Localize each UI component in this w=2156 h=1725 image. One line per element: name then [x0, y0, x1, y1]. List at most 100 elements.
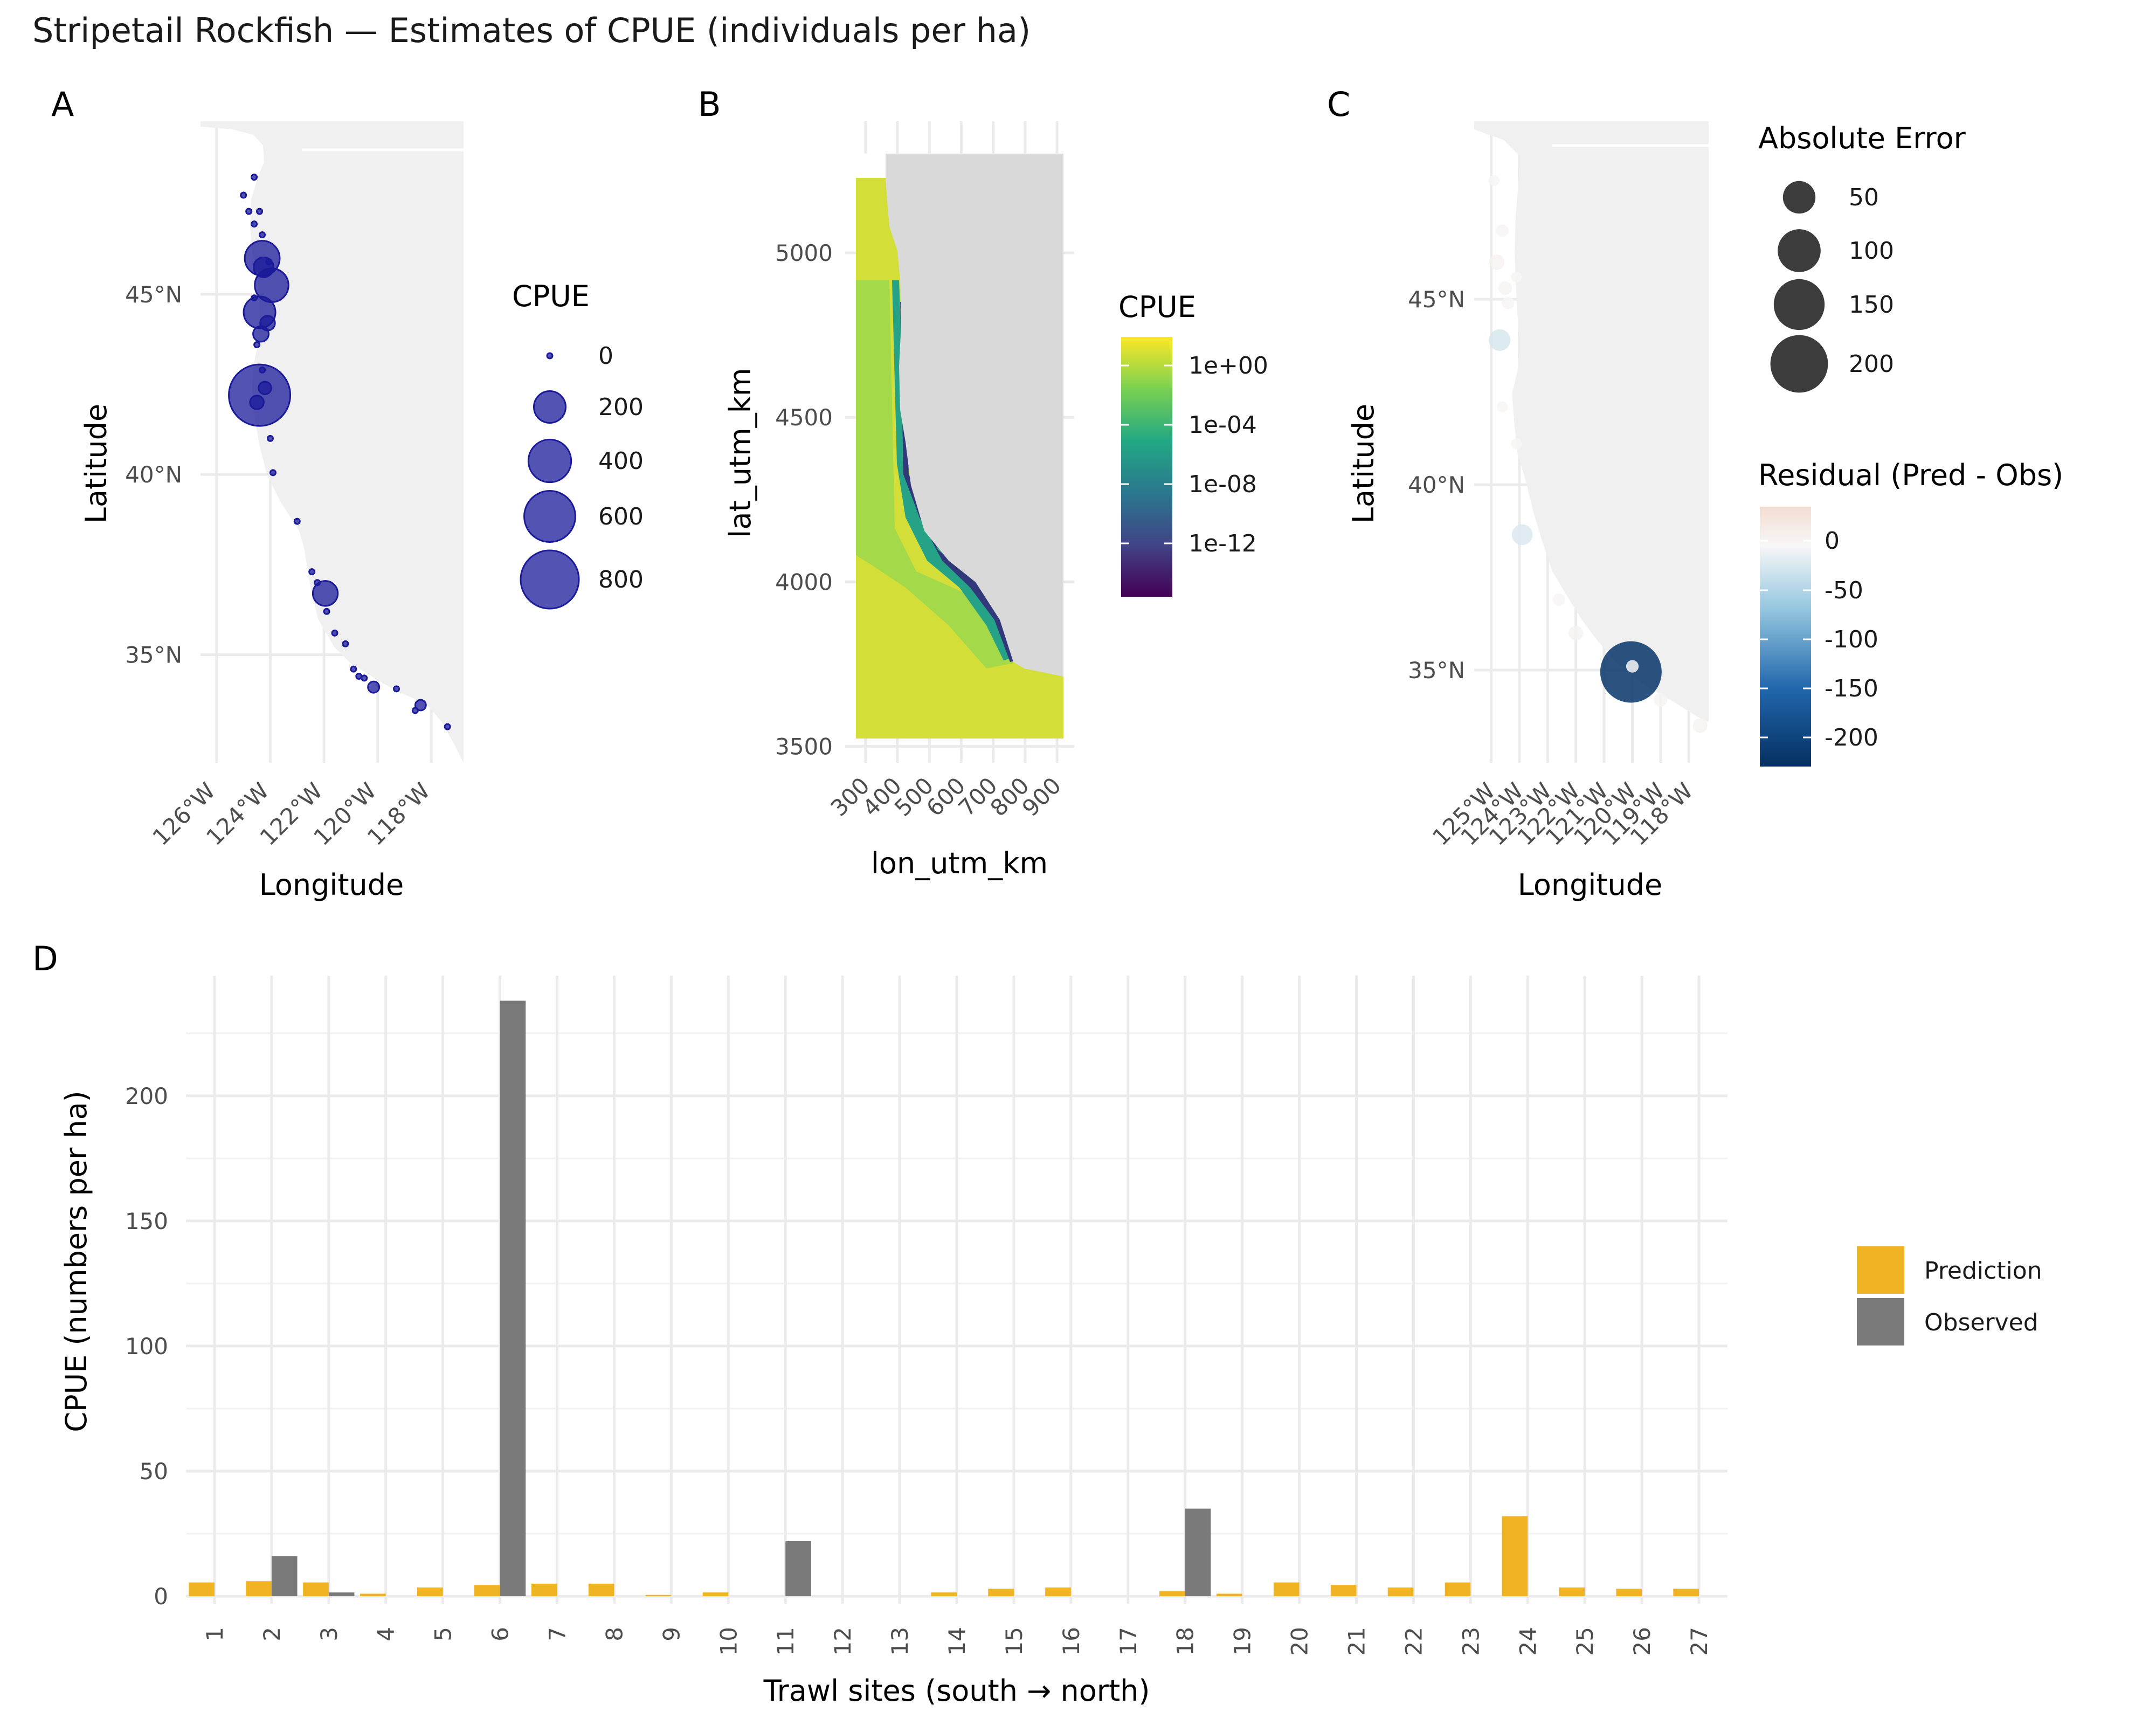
panel-d-legend-label: Prediction [1924, 1257, 2042, 1285]
panel-b-colorbar-label: 1e-04 [1188, 411, 1257, 439]
panel-a-legend-key [520, 549, 580, 610]
panel-d-bar-prediction [1502, 1516, 1528, 1597]
panel-a-point [312, 580, 339, 607]
panel-c-size-legend-label: 100 [1849, 237, 1894, 265]
panel-b-raster-gap [856, 154, 886, 178]
panel-a-legend-title: CPUE [512, 279, 590, 313]
panel-d-x-tick-label: 4 [373, 1627, 399, 1641]
panel-d-bar-observed [328, 1592, 355, 1597]
panel-c-size-legend-title: Absolute Error [1758, 121, 1966, 155]
panel-d-legend-swatch [1857, 1246, 1904, 1294]
panel-d-bar-prediction [417, 1587, 443, 1597]
panel-a-legend-label: 600 [598, 503, 644, 530]
panel-c-colorbar [1760, 507, 1811, 767]
panel-b-y-ticks: 3500 4000 4500 5000 [775, 240, 833, 760]
panel-a-point [228, 363, 292, 427]
panel-d-bars [189, 1000, 1699, 1597]
panel-a-legend-keys: 0 200 400 600 800 [520, 342, 644, 610]
panel-c-size-legend-keys: 50 100 150 200 [1770, 181, 1894, 393]
panel-b-colorbar-label: 1e-08 [1188, 471, 1257, 498]
figure-title: Stripetail Rockfish — Estimates of CPUE … [32, 11, 1031, 50]
panel-c-tag: C [1327, 85, 1350, 124]
panel-a-point [293, 518, 301, 525]
panel-a-point [342, 640, 349, 647]
panel-d-x-tick-label: 23 [1457, 1627, 1484, 1655]
panel-d-x-tick-label: 1 [202, 1627, 228, 1641]
panel-d-x-tick-label: 26 [1629, 1627, 1655, 1655]
panel-c-point [1626, 660, 1639, 673]
panel-a-point [259, 315, 276, 332]
panel-a-point [269, 469, 277, 477]
panel-a-xlabel: Longitude [259, 868, 404, 902]
panel-b-raster [856, 154, 1063, 739]
panel-b-y-tick-label: 4000 [775, 569, 833, 595]
panel-d-bar-prediction [702, 1592, 729, 1597]
panel-a-point [393, 685, 400, 693]
panel-b-legend: CPUE 1e+00 1e-04 1e-08 1e-12 [1118, 290, 1268, 597]
panel-a-point [259, 231, 266, 239]
panel-a-legend-label: 800 [598, 566, 644, 594]
panel-b-y-tick-label: 5000 [775, 240, 833, 266]
panel-b-legend-title: CPUE [1118, 290, 1196, 324]
panel-c-point [1511, 438, 1522, 450]
panel-d-bar-prediction [1045, 1587, 1071, 1597]
panel-d-x-tick-label: 24 [1515, 1627, 1541, 1655]
panel-d-x-tick-label: 14 [944, 1627, 970, 1655]
panel-d-bar-prediction [189, 1582, 215, 1597]
panel-d-bar-prediction [474, 1585, 500, 1597]
panel-a-legend-key [533, 390, 567, 424]
panel-c-point [1552, 593, 1565, 606]
panel-c-point [1488, 175, 1499, 187]
panel-d-bar-prediction [1673, 1589, 1699, 1597]
panel-a-tag: A [51, 85, 74, 124]
panel-d-x-tick-label: 7 [544, 1627, 571, 1641]
panel-c-xlabel: Longitude [1518, 868, 1663, 902]
panel-c-point [1498, 281, 1512, 295]
panel-a-ylabel: Latitude [79, 404, 113, 523]
panel-d-ylabel: CPUE (numbers per ha) [59, 1091, 93, 1432]
panel-a-points [228, 174, 451, 730]
panel-a-point [240, 191, 247, 199]
panel-d-bar-prediction [1616, 1589, 1642, 1597]
panel-c-point [1511, 524, 1533, 546]
panel-d-x-tick-label: 20 [1287, 1627, 1313, 1655]
panel-c-point [1568, 625, 1584, 640]
panel-d-x-tick-label: 2 [259, 1627, 285, 1641]
panel-d-legend-swatch [1857, 1298, 1904, 1346]
panel-b-colorbar-label: 1e-12 [1188, 530, 1257, 557]
panel-d-bar-prediction [1273, 1582, 1300, 1597]
panel-d-x-tick-label: 13 [887, 1627, 913, 1655]
panel-c-colorbar-label: -200 [1825, 724, 1878, 751]
panel-b-y-tick-label: 4500 [775, 404, 833, 431]
panel-c-point [1489, 329, 1511, 351]
panel-d-x-tick-label: 15 [1001, 1627, 1027, 1655]
panel-b-ylabel: lat_utm_km [723, 368, 757, 537]
panel-a-land [201, 121, 464, 763]
panel-a-point [266, 434, 274, 442]
panel-a-point [265, 258, 273, 266]
panel-d-x-tick-label: 16 [1058, 1627, 1084, 1655]
panel-c-colorbar-label: -50 [1825, 577, 1863, 604]
panel-d-y-tick-label: 200 [125, 1083, 168, 1109]
panel-c-y-ticks: 35°N 40°N 45°N [1408, 286, 1465, 684]
panel-d-y-tick-label: 100 [125, 1333, 168, 1360]
panel-c-point [1654, 693, 1668, 707]
panel-d: D 1 2 3 4 5 6 7 8 9 10 11 12 13 14 15 16 17 18 19 20 21 22 23 2… [32, 939, 2042, 1708]
panel-b-colorbar [1121, 337, 1172, 597]
panel-c-size-legend-key [1770, 335, 1828, 393]
panel-d-x-tick-label: 21 [1343, 1627, 1370, 1655]
panel-a-point [414, 699, 427, 712]
panel-d-bar-prediction [360, 1593, 386, 1597]
panel-a-point [253, 341, 261, 348]
panel-c-point [1497, 401, 1508, 412]
panel-d-x-tick-label: 22 [1400, 1627, 1427, 1655]
panel-c-colorbar-label: -150 [1825, 675, 1878, 702]
panel-d-x-tick-label: 10 [715, 1627, 742, 1655]
panel-a-legend-label: 200 [598, 394, 644, 421]
panel-d-x-tick-label: 3 [316, 1627, 342, 1641]
panel-d-bar-prediction [1559, 1587, 1585, 1597]
panel-d-bar-prediction [1445, 1582, 1471, 1597]
